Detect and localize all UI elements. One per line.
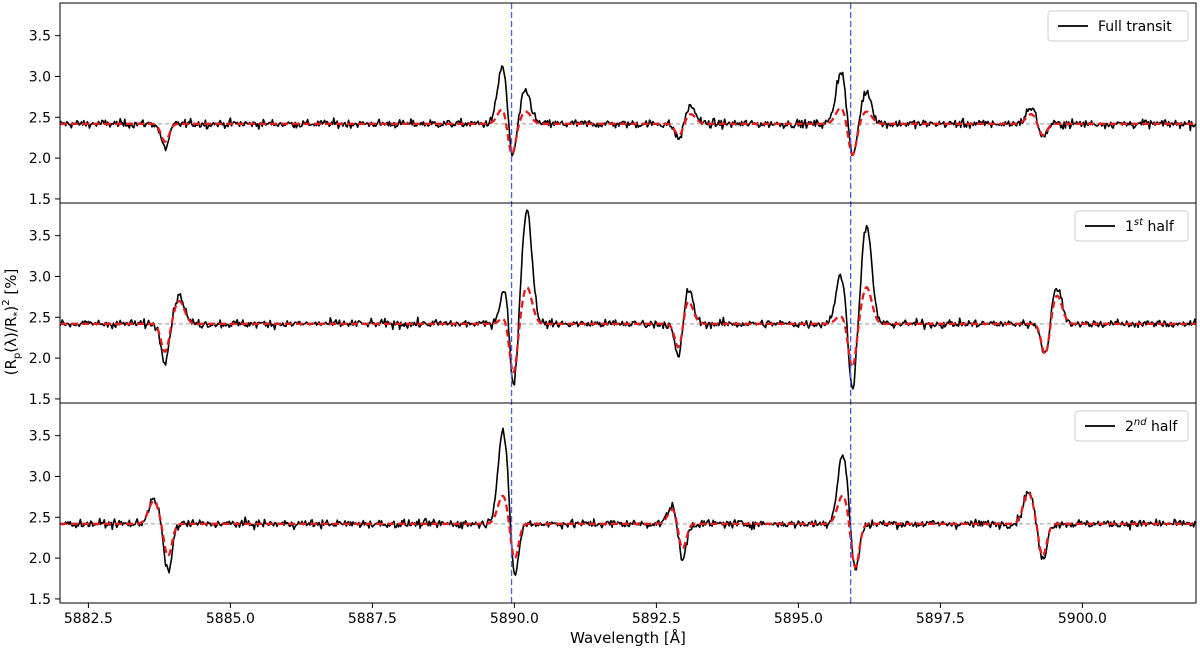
x-tick-label: 5892.5: [632, 611, 681, 627]
x-ticks-group: 5882.5 5885.0 5887.5 5890.0 5892.5 5895.0 5897…: [64, 603, 1107, 627]
y-tick-label: 2.0: [29, 551, 51, 567]
x-axis-label: Wavelength [Å]: [570, 628, 686, 647]
x-tick-label: 5897.5: [916, 611, 965, 627]
legend-3: 2nd half: [1074, 410, 1189, 442]
x-tick-label: 5895.0: [774, 611, 823, 627]
y-tick-label: 3.5: [29, 229, 51, 245]
y-tick-label: 2.0: [29, 351, 51, 367]
legend-2: 1st half: [1074, 210, 1189, 242]
y-tick-label: 2.5: [29, 510, 51, 526]
vertical-lines-group: [510, 3, 852, 603]
data-series-2: [60, 209, 1196, 390]
y-tick-label: 1.5: [29, 192, 51, 208]
y-tick-label: 3.0: [29, 69, 51, 85]
panel-frame-1: [59, 2, 1197, 204]
y-tick-label: 3.0: [29, 269, 51, 285]
y-tick-label: 1.5: [29, 592, 51, 608]
panel-2: 1.5 2.0 2.5 3.0 3.5: [29, 209, 1196, 408]
legend-label: 1st half: [1125, 217, 1175, 235]
y-tick-label: 3.5: [29, 29, 51, 45]
legend-box: [1074, 210, 1189, 242]
panels-group: 1.5 2.0 2.5 3.0 3.5 1.5 2.0 2.5 3.0 3.5 1.5 2.0 2.5 3…: [29, 29, 1196, 608]
data-series-3: [60, 427, 1196, 576]
x-tick-label: 5900.0: [1058, 611, 1107, 627]
legend-1: Full transit: [1047, 10, 1189, 42]
panel-frame-2: [59, 202, 1197, 404]
panel-frames-group: [59, 2, 1197, 604]
model-series-2: [60, 285, 1196, 376]
data-series-1: [60, 65, 1196, 157]
y-tick-label: 2.5: [29, 110, 51, 126]
legend-label: 2nd half: [1125, 417, 1178, 435]
legend-label: Full transit: [1098, 19, 1172, 35]
x-tick-label: 5890.0: [490, 611, 539, 627]
panel-1: 1.5 2.0 2.5 3.0 3.5: [29, 29, 1196, 208]
x-tick-label: 5887.5: [348, 611, 397, 627]
y-tick-label: 1.5: [29, 392, 51, 408]
panel-3: 1.5 2.0 2.5 3.0 3.5: [29, 427, 1196, 608]
y-tick-label: 2.0: [29, 151, 51, 167]
x-tick-label: 5882.5: [64, 611, 113, 627]
y-tick-label: 3.0: [29, 469, 51, 485]
legend-box: [1047, 10, 1189, 42]
y-axis-label: (Rp(λ)/R*)2 [%]: [1, 269, 23, 376]
model-series-1: [60, 106, 1196, 157]
panel-frame-3: [59, 402, 1197, 604]
legends-group: Full transit 1st half 2nd half: [1047, 10, 1189, 442]
x-tick-label: 5885.0: [206, 611, 255, 627]
y-tick-label: 2.5: [29, 310, 51, 326]
y-tick-label: 3.5: [29, 429, 51, 445]
model-series-3: [60, 491, 1196, 570]
legend-box: [1074, 410, 1189, 442]
